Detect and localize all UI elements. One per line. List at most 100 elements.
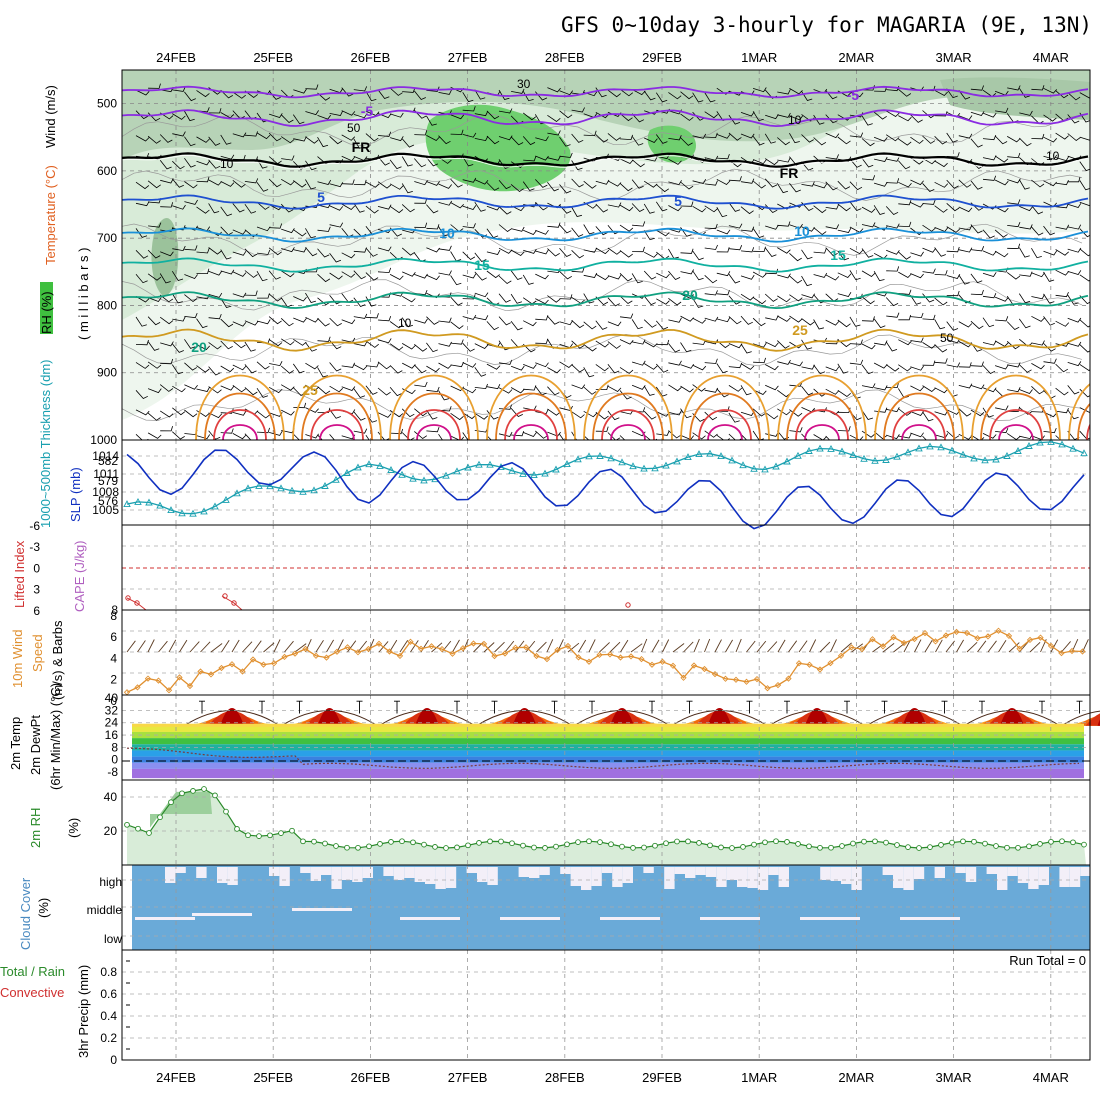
wind-barb: [982, 134, 997, 141]
wind-barb: [426, 224, 440, 230]
temp2m-label-b: 2m DewPt: [28, 715, 43, 775]
thickness-marker: [299, 487, 307, 495]
wind-barb: [1031, 363, 1045, 370]
wind-barb: [934, 136, 948, 145]
thickness-marker: [398, 470, 406, 478]
wind-barb: [184, 294, 198, 303]
precip-tick: 0.8: [100, 965, 117, 979]
wind-barb: [728, 114, 741, 125]
precip-tick: 0.6: [100, 987, 117, 1001]
wind-barb: [619, 204, 634, 212]
thickness-marker: [618, 458, 626, 466]
wind-barb: [1007, 362, 1021, 368]
wind-barb: [970, 246, 985, 252]
wind-barb: [825, 204, 839, 210]
wind-barb: [789, 182, 801, 193]
wind10-marker: [764, 685, 771, 692]
wind-barb: [414, 381, 428, 388]
wind-barb: [547, 386, 560, 396]
wind-barb: [353, 364, 368, 371]
thickness-marker: [761, 465, 769, 473]
thickness-marker: [750, 464, 758, 472]
wind-barb: [583, 367, 595, 378]
rh2m-area: [127, 789, 1086, 865]
wind-barb: [922, 199, 936, 205]
wind-barb: [837, 227, 852, 233]
wind-barb: [377, 387, 391, 396]
wind-barb: [752, 180, 766, 189]
wind-barb: [1031, 340, 1045, 346]
wind10-marker: [260, 661, 267, 668]
wind10-barbs: [126, 638, 1089, 653]
wind-barb: [353, 313, 368, 319]
wind-barb: [353, 428, 368, 434]
wind-barb: [764, 293, 778, 302]
wind-barb: [643, 180, 658, 188]
rh2m-marker: [223, 808, 229, 815]
warm-plume-contour: [495, 392, 567, 440]
wind-barb: [1019, 224, 1033, 230]
wind-barb: [305, 84, 319, 90]
cloud-gap-high: [965, 867, 977, 882]
wind-barb: [353, 86, 368, 92]
wind-barb: [389, 159, 402, 170]
warm-plume-contour: [195, 374, 285, 440]
wind10-marker: [449, 650, 456, 657]
temp-band: [132, 723, 1084, 727]
cloud-gap-high: [217, 867, 228, 883]
wind-barb: [970, 361, 984, 367]
rh2m-marker: [190, 788, 196, 794]
wind-barb: [184, 384, 198, 390]
wind-barb: [171, 343, 184, 353]
wind-barb: [159, 160, 172, 170]
temp-diurnal-band: [707, 707, 732, 726]
wind-barb: [196, 160, 211, 166]
wind-barb: [413, 158, 427, 168]
wind-barb: [995, 316, 1009, 322]
wind-barb: [510, 270, 523, 280]
wind-barb: [172, 431, 185, 440]
temp2m-label-c: (6hr Min/Max) (°C): [48, 683, 63, 790]
precip-panel: 0.80.60.40.20 Run Total = 0 Total / Rain…: [0, 949, 1091, 1067]
wind-barb: [401, 138, 415, 148]
wind-barb: [462, 387, 477, 394]
wind-barb: [486, 435, 492, 440]
wind-barb: [1018, 87, 1031, 98]
wind-barb: [160, 178, 174, 184]
wind-barb: [511, 88, 525, 94]
wind-barb: [716, 289, 730, 296]
wind-barb: [522, 274, 534, 285]
wind-barb: [220, 249, 232, 260]
wind10-marker: [302, 645, 309, 653]
rh2m-marker: [850, 840, 856, 847]
wind-barb: [426, 274, 440, 281]
wind-barb: [147, 341, 160, 351]
wind-barb: [837, 136, 851, 145]
wind-barb: [632, 246, 645, 253]
cloud-gap-high: [445, 867, 457, 888]
wind-barb: [813, 183, 828, 189]
pressure-tick: 600: [97, 164, 117, 178]
wind-barb: [1007, 387, 1021, 393]
wind-barb: [1018, 293, 1031, 304]
date-label-top: 25FEB: [253, 50, 293, 65]
cloud-gap-high: [352, 867, 363, 882]
wind-barb: [184, 110, 195, 122]
wind-barb: [523, 248, 537, 254]
cloud-gap-high: [882, 867, 893, 875]
wind-barb: [450, 361, 464, 368]
temp-diurnal-band: [512, 707, 537, 726]
rh2m-marker: [399, 838, 405, 845]
wind-barb: [462, 342, 475, 352]
wind-barb: [571, 411, 585, 419]
wind10-marker: [197, 668, 204, 675]
rh2m-marker: [729, 845, 735, 851]
wind-barb: [583, 180, 597, 189]
wind10-barb: [189, 641, 200, 653]
wind-barb: [777, 340, 790, 349]
wind-barb: [184, 362, 198, 371]
temp-tick: 16: [105, 728, 119, 742]
wind-barb: [450, 321, 464, 330]
wind10-marker: [312, 652, 320, 659]
wind-barb: [740, 206, 754, 215]
